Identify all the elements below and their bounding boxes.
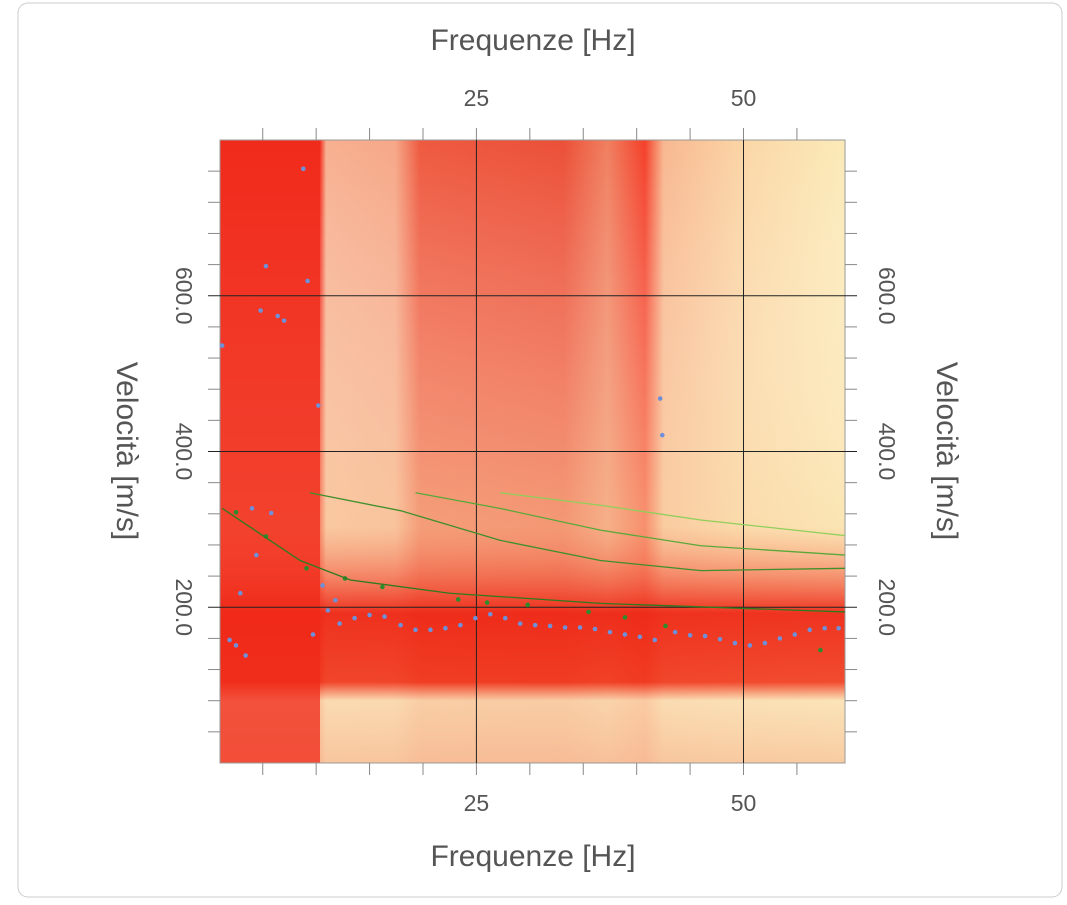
mode-curve <box>221 507 846 613</box>
point <box>243 653 248 658</box>
point <box>443 625 448 631</box>
point <box>517 621 523 626</box>
point <box>747 643 753 648</box>
point <box>717 636 723 642</box>
point <box>622 632 628 637</box>
point <box>663 623 668 629</box>
y-axis-title-right: Velocità [m/s] <box>930 362 963 540</box>
point <box>532 622 538 628</box>
y-axis-title: Velocità [m/s] <box>110 362 143 540</box>
point <box>687 632 693 638</box>
point <box>233 509 239 515</box>
point <box>657 396 663 401</box>
point <box>732 640 738 646</box>
point <box>310 632 316 637</box>
point <box>367 612 372 618</box>
y-tick-label: 200.0 <box>874 578 900 636</box>
mode-curve <box>415 492 846 556</box>
point <box>458 622 463 628</box>
point <box>660 432 665 438</box>
point <box>352 615 357 621</box>
point <box>607 629 613 635</box>
point <box>487 611 493 617</box>
y-tick-label: 600.0 <box>874 267 900 325</box>
point <box>637 634 643 640</box>
point <box>281 318 287 323</box>
point <box>577 625 583 630</box>
point <box>502 615 508 621</box>
x-tick-label: 50 <box>731 790 757 816</box>
point <box>455 597 461 602</box>
mode-curve <box>309 492 846 572</box>
mode-curve <box>499 492 846 537</box>
point <box>315 403 321 408</box>
point <box>652 637 658 643</box>
x-axis-title-top: Frequenze [Hz] <box>430 24 635 57</box>
x-tick-label: 25 <box>464 790 490 816</box>
point <box>333 597 338 603</box>
point <box>227 637 232 643</box>
x-tick-label: 50 <box>731 85 757 111</box>
x-axis-title: Frequenze [Hz] <box>430 840 635 873</box>
point <box>249 506 255 511</box>
point <box>818 647 823 653</box>
y-tick-label: 600.0 <box>171 267 197 325</box>
y-tick-label: 400.0 <box>171 423 197 481</box>
point <box>836 625 841 631</box>
point <box>254 552 259 558</box>
point <box>305 278 310 284</box>
point <box>237 590 243 596</box>
point <box>592 626 598 632</box>
point <box>380 584 385 590</box>
point <box>263 263 269 269</box>
point <box>484 600 490 605</box>
point <box>398 622 403 628</box>
point <box>777 636 783 641</box>
point <box>413 627 418 633</box>
point <box>473 615 478 621</box>
point <box>275 313 280 319</box>
point <box>622 615 628 620</box>
point <box>586 609 591 615</box>
point <box>258 308 263 313</box>
point <box>525 602 530 608</box>
y-tick-label: 200.0 <box>171 578 197 636</box>
point <box>382 614 387 619</box>
point <box>792 632 798 637</box>
point <box>304 566 309 571</box>
point <box>219 343 225 348</box>
y-tick-label: 400.0 <box>874 423 900 481</box>
point <box>807 627 813 633</box>
point <box>428 627 433 633</box>
point <box>822 625 828 631</box>
point <box>337 621 342 626</box>
point <box>702 633 708 639</box>
point <box>547 623 553 629</box>
point <box>233 643 239 648</box>
point <box>672 629 678 635</box>
point <box>762 640 768 646</box>
point <box>325 608 331 613</box>
point <box>301 166 306 172</box>
point <box>562 625 568 630</box>
point <box>320 583 325 588</box>
x-tick-label: 25 <box>464 85 490 111</box>
point <box>268 510 274 516</box>
